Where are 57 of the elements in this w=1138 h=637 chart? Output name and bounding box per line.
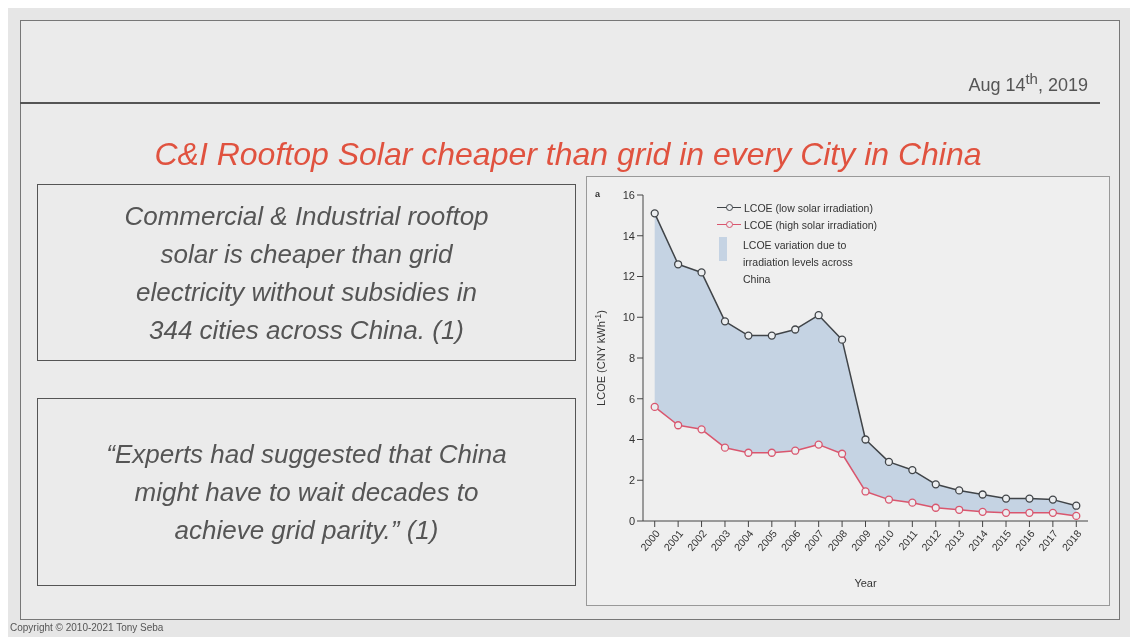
point — [744, 448, 753, 457]
point — [931, 503, 940, 512]
point — [908, 498, 917, 507]
y-tick-label: 4 — [628, 433, 635, 446]
point — [673, 421, 683, 430]
point — [767, 448, 776, 457]
y-tick-label: 12 — [622, 270, 635, 283]
point — [1048, 508, 1058, 517]
point — [1025, 508, 1034, 517]
y-tick-label: 0 — [628, 514, 635, 527]
point — [673, 260, 683, 269]
point — [720, 317, 730, 326]
y-tick-label: 16 — [622, 188, 635, 201]
point — [861, 435, 870, 444]
point — [791, 325, 800, 334]
point — [650, 209, 659, 218]
point — [955, 505, 964, 514]
text: Copyright © 2010-2021 Tony Seba — [10, 621, 164, 635]
legend-label: LCOE (high solar irradiation) — [744, 218, 878, 231]
point — [814, 311, 823, 320]
y-tick-label: 6 — [628, 392, 635, 405]
point — [884, 495, 894, 504]
chart-title: C&I Rooftop Solar cheaper than grid in every City in China — [153, 136, 983, 173]
point — [837, 449, 847, 458]
point — [720, 443, 730, 452]
point — [1001, 494, 1011, 503]
text: Commercial & Industrial rooftop solar is cheaper than grid electricity without subsidies in 344 cities across China. (1) — [123, 199, 490, 347]
legend-label: LCOE (low solar irradiation) — [744, 201, 873, 214]
point — [978, 490, 987, 499]
text: “Experts had suggested that China might have to wait decades to achieve grid parity.” (1) — [105, 438, 508, 547]
x-axis-title: Year — [854, 577, 877, 589]
point — [697, 425, 706, 434]
point — [1072, 501, 1081, 510]
point — [1025, 494, 1034, 503]
point — [908, 465, 917, 475]
point — [1072, 511, 1081, 521]
point — [1001, 508, 1011, 517]
y-tick-label: 2 — [628, 474, 635, 487]
point — [814, 440, 823, 449]
point — [861, 487, 870, 496]
y-tick-label: 8 — [628, 351, 635, 364]
y-tick-label: 14 — [622, 229, 635, 242]
annotation: LCOE variation due to irradiation levels across China — [743, 238, 854, 287]
text: a — [595, 189, 601, 199]
point — [931, 480, 940, 489]
chart-subtitle: Aug 14$^{th}$, 2019 — [968, 70, 1088, 95]
point — [955, 486, 964, 495]
point — [744, 331, 753, 340]
point — [1048, 495, 1058, 504]
point — [791, 446, 800, 455]
point — [767, 331, 776, 340]
point — [978, 507, 987, 516]
point — [650, 402, 659, 412]
y-tick-label: 10 — [622, 311, 635, 324]
point — [837, 335, 847, 344]
point — [697, 268, 706, 277]
point — [884, 457, 894, 467]
